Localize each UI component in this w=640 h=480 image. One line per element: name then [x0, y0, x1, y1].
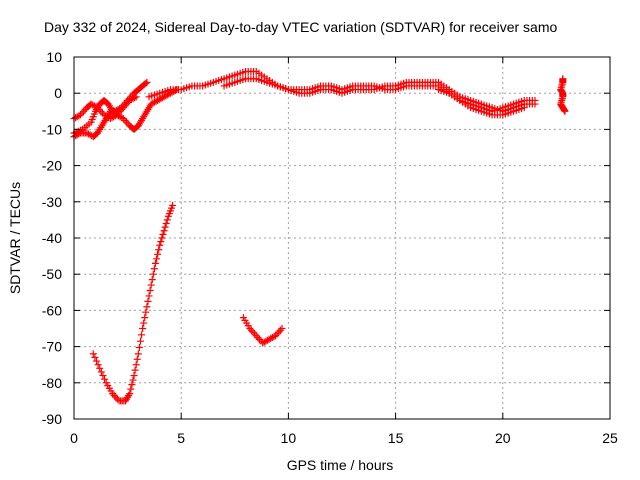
data-point	[97, 368, 105, 376]
y-tick-label: -90	[42, 411, 62, 427]
data-point	[140, 319, 148, 327]
data-point	[80, 107, 88, 115]
data-point	[249, 328, 257, 336]
x-tick-label: 25	[602, 430, 618, 446]
grid	[74, 57, 610, 419]
data-point	[156, 241, 164, 249]
data-point	[148, 276, 156, 284]
data-point	[155, 246, 163, 254]
data-point	[160, 227, 168, 235]
data-point	[278, 325, 286, 332]
data-point	[73, 113, 81, 121]
data-point	[110, 391, 118, 399]
data-point	[128, 381, 136, 389]
data-point	[134, 350, 142, 358]
series-upper-c	[70, 93, 140, 123]
data-point	[147, 281, 155, 289]
data-series	[70, 67, 569, 405]
data-point	[142, 308, 150, 316]
data-point	[163, 216, 171, 224]
x-axis-label: GPS time / hours	[287, 457, 394, 473]
data-point	[133, 355, 141, 363]
data-point	[129, 376, 137, 384]
y-tick-label: -80	[42, 375, 62, 391]
data-point	[149, 270, 157, 278]
data-point	[132, 93, 140, 101]
y-axis: 10 0 -10 -20 -30 -40 -50 -60 -70 -80 -90	[42, 49, 610, 427]
data-point	[135, 344, 143, 352]
data-point	[144, 297, 152, 305]
data-point	[139, 325, 147, 332]
data-point	[136, 337, 144, 345]
series-low-dip	[89, 201, 177, 405]
x-tick-label: 20	[495, 430, 511, 446]
data-point	[143, 303, 151, 311]
y-tick-label: -50	[42, 266, 62, 282]
data-point	[143, 78, 151, 86]
data-point	[161, 223, 169, 231]
x-tick-label: 15	[388, 430, 404, 446]
data-point	[131, 94, 139, 102]
y-tick-label: 10	[46, 49, 62, 65]
data-point	[254, 334, 262, 342]
data-point	[94, 361, 102, 369]
data-point	[101, 375, 109, 383]
y-axis-label: SDTVAR / TECUs	[7, 182, 23, 294]
y-tick-label: -70	[42, 339, 62, 355]
data-point	[145, 292, 153, 300]
data-point	[113, 395, 121, 403]
y-tick-label: 0	[54, 85, 62, 101]
data-point	[162, 220, 170, 228]
y-tick-label: -10	[42, 121, 62, 137]
data-point	[169, 201, 177, 209]
chart-title: Day 332 of 2024, Sidereal Day-to-day VTE…	[44, 19, 557, 35]
data-point	[275, 328, 283, 336]
data-point	[96, 364, 104, 372]
data-point	[126, 390, 134, 398]
y-tick-label: -40	[42, 230, 62, 246]
x-axis: 0 5 10 15 20 25	[70, 57, 618, 446]
series-upper-f	[434, 86, 528, 119]
data-point	[151, 259, 159, 267]
data-point	[158, 234, 166, 242]
data-point	[130, 372, 138, 380]
data-point	[153, 255, 161, 263]
series-upper-e	[220, 75, 539, 115]
data-point	[154, 250, 162, 258]
data-point	[141, 314, 149, 322]
data-point	[531, 100, 539, 108]
data-point	[150, 265, 158, 273]
data-point	[138, 331, 146, 339]
data-point	[247, 326, 255, 334]
x-tick-label: 10	[281, 430, 297, 446]
data-point	[131, 366, 139, 374]
data-point	[132, 361, 140, 369]
y-tick-label: -20	[42, 158, 62, 174]
data-point	[91, 353, 99, 361]
y-tick-label: -30	[42, 194, 62, 210]
data-point	[99, 372, 107, 380]
data-point	[93, 357, 101, 365]
data-point	[520, 104, 528, 112]
data-point	[75, 130, 83, 138]
x-tick-label: 0	[70, 430, 78, 446]
data-point	[123, 118, 131, 126]
data-point	[127, 385, 135, 393]
data-point	[561, 107, 569, 115]
data-point	[159, 230, 167, 238]
data-point	[252, 332, 260, 340]
series-mid-dip	[239, 314, 286, 347]
series-late	[557, 75, 569, 115]
data-point	[251, 330, 259, 338]
data-point	[142, 79, 150, 87]
data-point	[157, 238, 165, 246]
data-point	[89, 350, 97, 358]
x-tick-label: 5	[177, 430, 185, 446]
data-point	[112, 393, 120, 401]
data-point	[146, 286, 154, 294]
y-tick-label: -60	[42, 302, 62, 318]
data-point	[276, 326, 284, 334]
